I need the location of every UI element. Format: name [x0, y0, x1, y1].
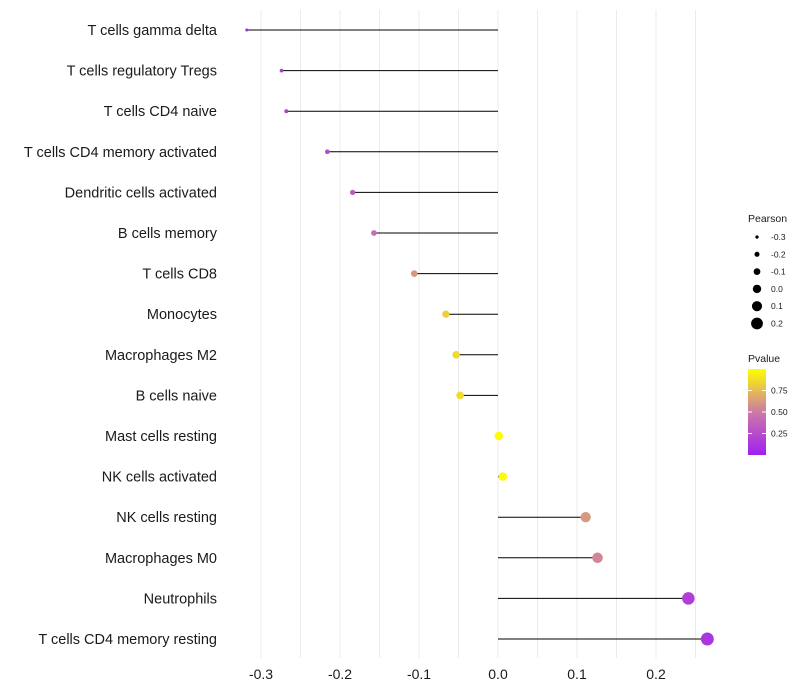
category-label: Neutrophils — [144, 591, 217, 607]
lollipop-point — [279, 68, 284, 73]
pearson-legend-key — [751, 317, 763, 330]
pearson-legend-label: -0.2 — [771, 249, 786, 259]
lollipop-point — [592, 552, 603, 564]
pvalue-legend: Pvalue 0.75 0.50 0.25 — [748, 353, 788, 455]
category-label: NK cells resting — [116, 510, 217, 526]
pvalue-legend-label: 0.75 — [771, 386, 788, 396]
x-tick-label: 0.0 — [488, 666, 508, 682]
pearson-legend-key — [753, 268, 761, 275]
pvalue-colorbar — [748, 369, 766, 455]
pearson-legend-key — [752, 284, 762, 294]
lollipop-point — [456, 391, 464, 400]
category-label: T cells CD4 memory activated — [24, 145, 217, 161]
lollipop-point — [700, 632, 714, 646]
pearson-legend-label: -0.3 — [771, 232, 786, 242]
lollipop-point — [284, 109, 289, 114]
lollipop-point — [349, 189, 356, 196]
lollipop-point — [410, 270, 418, 277]
pvalue-legend-label: 0.50 — [771, 407, 788, 417]
lollipop-point — [682, 592, 695, 605]
pearson-legend-label: 0.0 — [771, 284, 783, 294]
x-tick-label: -0.3 — [249, 666, 273, 682]
pearson-legend: Pearson -0.3 -0.2 -0.1 0.0 0.1 0.2 — [748, 213, 787, 330]
pearson-legend-title: Pearson — [748, 213, 787, 225]
category-label: Macrophages M2 — [105, 348, 217, 364]
x-tick-label: 0.2 — [646, 666, 666, 682]
x-tick-label: -0.1 — [407, 666, 431, 682]
pearson-legend-label: 0.1 — [771, 301, 783, 311]
lollipop-point — [371, 230, 377, 236]
category-label: B cells naive — [136, 388, 217, 404]
category-label: B cells memory — [118, 226, 218, 242]
category-label: Macrophages M0 — [105, 551, 217, 567]
category-label: T cells CD4 naive — [104, 104, 217, 120]
pearson-legend-key — [751, 301, 763, 312]
lollipop-sticks — [246, 29, 708, 640]
lollipop-point — [494, 431, 504, 441]
category-label: T cells gamma delta — [88, 23, 218, 39]
lollipop-point — [580, 512, 591, 523]
pearson-legend-key — [754, 251, 760, 257]
category-label: Mast cells resting — [105, 429, 217, 445]
pearson-legend-label: -0.1 — [771, 267, 786, 277]
x-tick-label: 0.1 — [567, 666, 587, 682]
lollipop-point — [324, 149, 330, 155]
pvalue-legend-label: 0.25 — [771, 429, 788, 439]
category-label: T cells regulatory Tregs — [67, 64, 217, 80]
pvalue-legend-title: Pvalue — [748, 353, 780, 365]
category-label: Dendritic cells activated — [65, 185, 217, 201]
category-label: T cells CD8 — [142, 267, 217, 283]
x-axis-ticks: -0.3 -0.2 -0.1 0.0 0.1 0.2 — [249, 666, 666, 682]
category-labels: T cells gamma delta T cells regulatory Tr… — [24, 23, 218, 648]
lollipop-point — [245, 28, 249, 32]
lollipop-point — [498, 472, 508, 481]
x-tick-label: -0.2 — [328, 666, 352, 682]
category-label: T cells CD4 memory resting — [38, 632, 217, 648]
grid-lines — [260, 10, 696, 658]
pearson-legend-label: 0.2 — [771, 319, 783, 329]
category-label: NK cells activated — [102, 470, 217, 486]
pearson-legend-key — [755, 235, 759, 239]
category-label: Monocytes — [147, 307, 217, 323]
lollipop-point — [452, 351, 460, 359]
lollipop-points — [245, 28, 714, 646]
lollipop-point — [442, 310, 450, 318]
